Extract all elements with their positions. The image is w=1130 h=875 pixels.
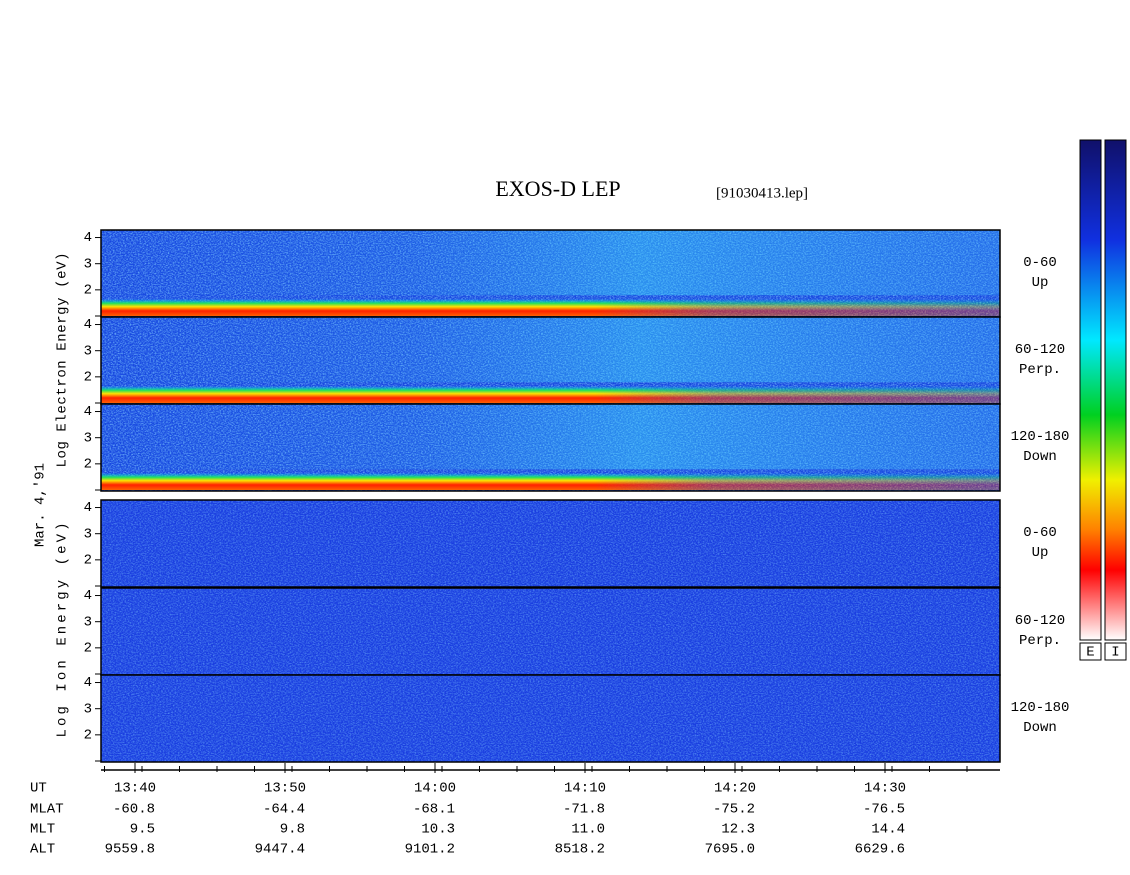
- y-tick-label: 3: [84, 256, 92, 272]
- spectrogram-noise: [101, 675, 1000, 762]
- y-tick-label: 4: [84, 404, 92, 420]
- file-name: [91030413.lep]: [716, 185, 808, 201]
- panel-range: 60-120: [1015, 613, 1065, 629]
- colorbars: E I: [1079, 139, 1127, 661]
- row-value: 9.8: [280, 822, 305, 838]
- row-label: MLAT: [30, 802, 64, 818]
- y-tick-label: 3: [84, 701, 92, 717]
- row-value: 9447.4: [255, 842, 305, 858]
- date-label: Mar. 4,'91: [33, 463, 49, 547]
- panel-frame: [100, 674, 1001, 763]
- y-tick-label: 4: [84, 588, 92, 604]
- row-value: 14.4: [871, 822, 905, 838]
- panel-direction: Down: [1023, 449, 1057, 465]
- y-tick-label: 3: [84, 430, 92, 446]
- spectrogram-haze: [101, 230, 1000, 296]
- y-tick-label: 4: [84, 317, 92, 333]
- colorbar-box: [1104, 642, 1127, 661]
- electron-axis-label: Log Electron Energy (eV): [55, 253, 71, 468]
- panel-direction: Up: [1032, 275, 1049, 291]
- row-value: -64.4: [263, 802, 305, 818]
- row-label: UT: [30, 781, 47, 797]
- ut-label: 13:50: [264, 781, 306, 797]
- y-tick-label: 2: [84, 457, 92, 473]
- chart-title: EXOS-D LEP: [495, 176, 620, 201]
- row-value: -71.8: [563, 802, 605, 818]
- colorbar-label: I: [1111, 645, 1119, 661]
- spectrogram-band: [101, 299, 1000, 316]
- row-label: ALT: [30, 842, 55, 858]
- y-tick-label: 2: [84, 283, 92, 299]
- ut-label: 13:40: [114, 781, 156, 797]
- row-value: -76.5: [863, 802, 905, 818]
- row-value: 6629.6: [855, 842, 905, 858]
- panel-range: 120-180: [1011, 700, 1070, 716]
- y-tick-label: 3: [84, 614, 92, 630]
- row-value: 10.3: [421, 822, 455, 838]
- spectrogram-band: [101, 473, 1000, 490]
- panel-direction: Down: [1023, 720, 1057, 736]
- y-tick-label: 2: [84, 370, 92, 386]
- panel-direction: Up: [1032, 545, 1049, 561]
- row-value: 12.3: [721, 822, 755, 838]
- row-label: MLT: [30, 822, 55, 838]
- panel-direction: Perp.: [1019, 633, 1061, 649]
- ut-label: 14:20: [714, 781, 756, 797]
- panel-range: 0-60: [1023, 255, 1057, 271]
- spectrogram-noise: [101, 500, 1000, 587]
- row-value: 11.0: [571, 822, 605, 838]
- y-tick-label: 4: [84, 230, 92, 246]
- y-tick-label: 2: [84, 553, 92, 569]
- y-tick-label: 3: [84, 343, 92, 359]
- ut-label: 14:10: [564, 781, 606, 797]
- panel-range: 60-120: [1015, 342, 1065, 358]
- panel-range: 0-60: [1023, 525, 1057, 541]
- colorbar: [1104, 139, 1127, 641]
- panel-direction: Perp.: [1019, 362, 1061, 378]
- y-tick-label: 2: [84, 641, 92, 657]
- colorbar: [1079, 139, 1102, 641]
- row-value: 9559.8: [105, 842, 155, 858]
- row-value: 9101.2: [405, 842, 455, 858]
- row-value: 7695.0: [705, 842, 755, 858]
- ion-axis-label: Log Ion Energy (eV): [55, 523, 71, 738]
- row-value: 8518.2: [555, 842, 605, 858]
- spectrogram-band: [101, 386, 1000, 403]
- spectrogram-haze: [101, 317, 1000, 383]
- ut-label: 14:00: [414, 781, 456, 797]
- colorbar-box: [1079, 642, 1102, 661]
- panel-frame: [100, 499, 1001, 588]
- row-value: -75.2: [713, 802, 755, 818]
- y-tick-label: 3: [84, 526, 92, 542]
- spectrogram-noise: [101, 588, 1000, 675]
- colorbar-label: E: [1086, 645, 1094, 661]
- panel-range: 120-180: [1011, 429, 1070, 445]
- row-value: -68.1: [413, 802, 455, 818]
- row-value: -60.8: [113, 802, 155, 818]
- spectrogram-haze: [101, 404, 1000, 470]
- row-value: 9.5: [130, 822, 155, 838]
- y-tick-label: 4: [84, 675, 92, 691]
- y-tick-label: 4: [84, 500, 92, 516]
- ut-label: 14:30: [864, 781, 906, 797]
- y-tick-label: 2: [84, 728, 92, 744]
- panel-frame: [100, 403, 1001, 492]
